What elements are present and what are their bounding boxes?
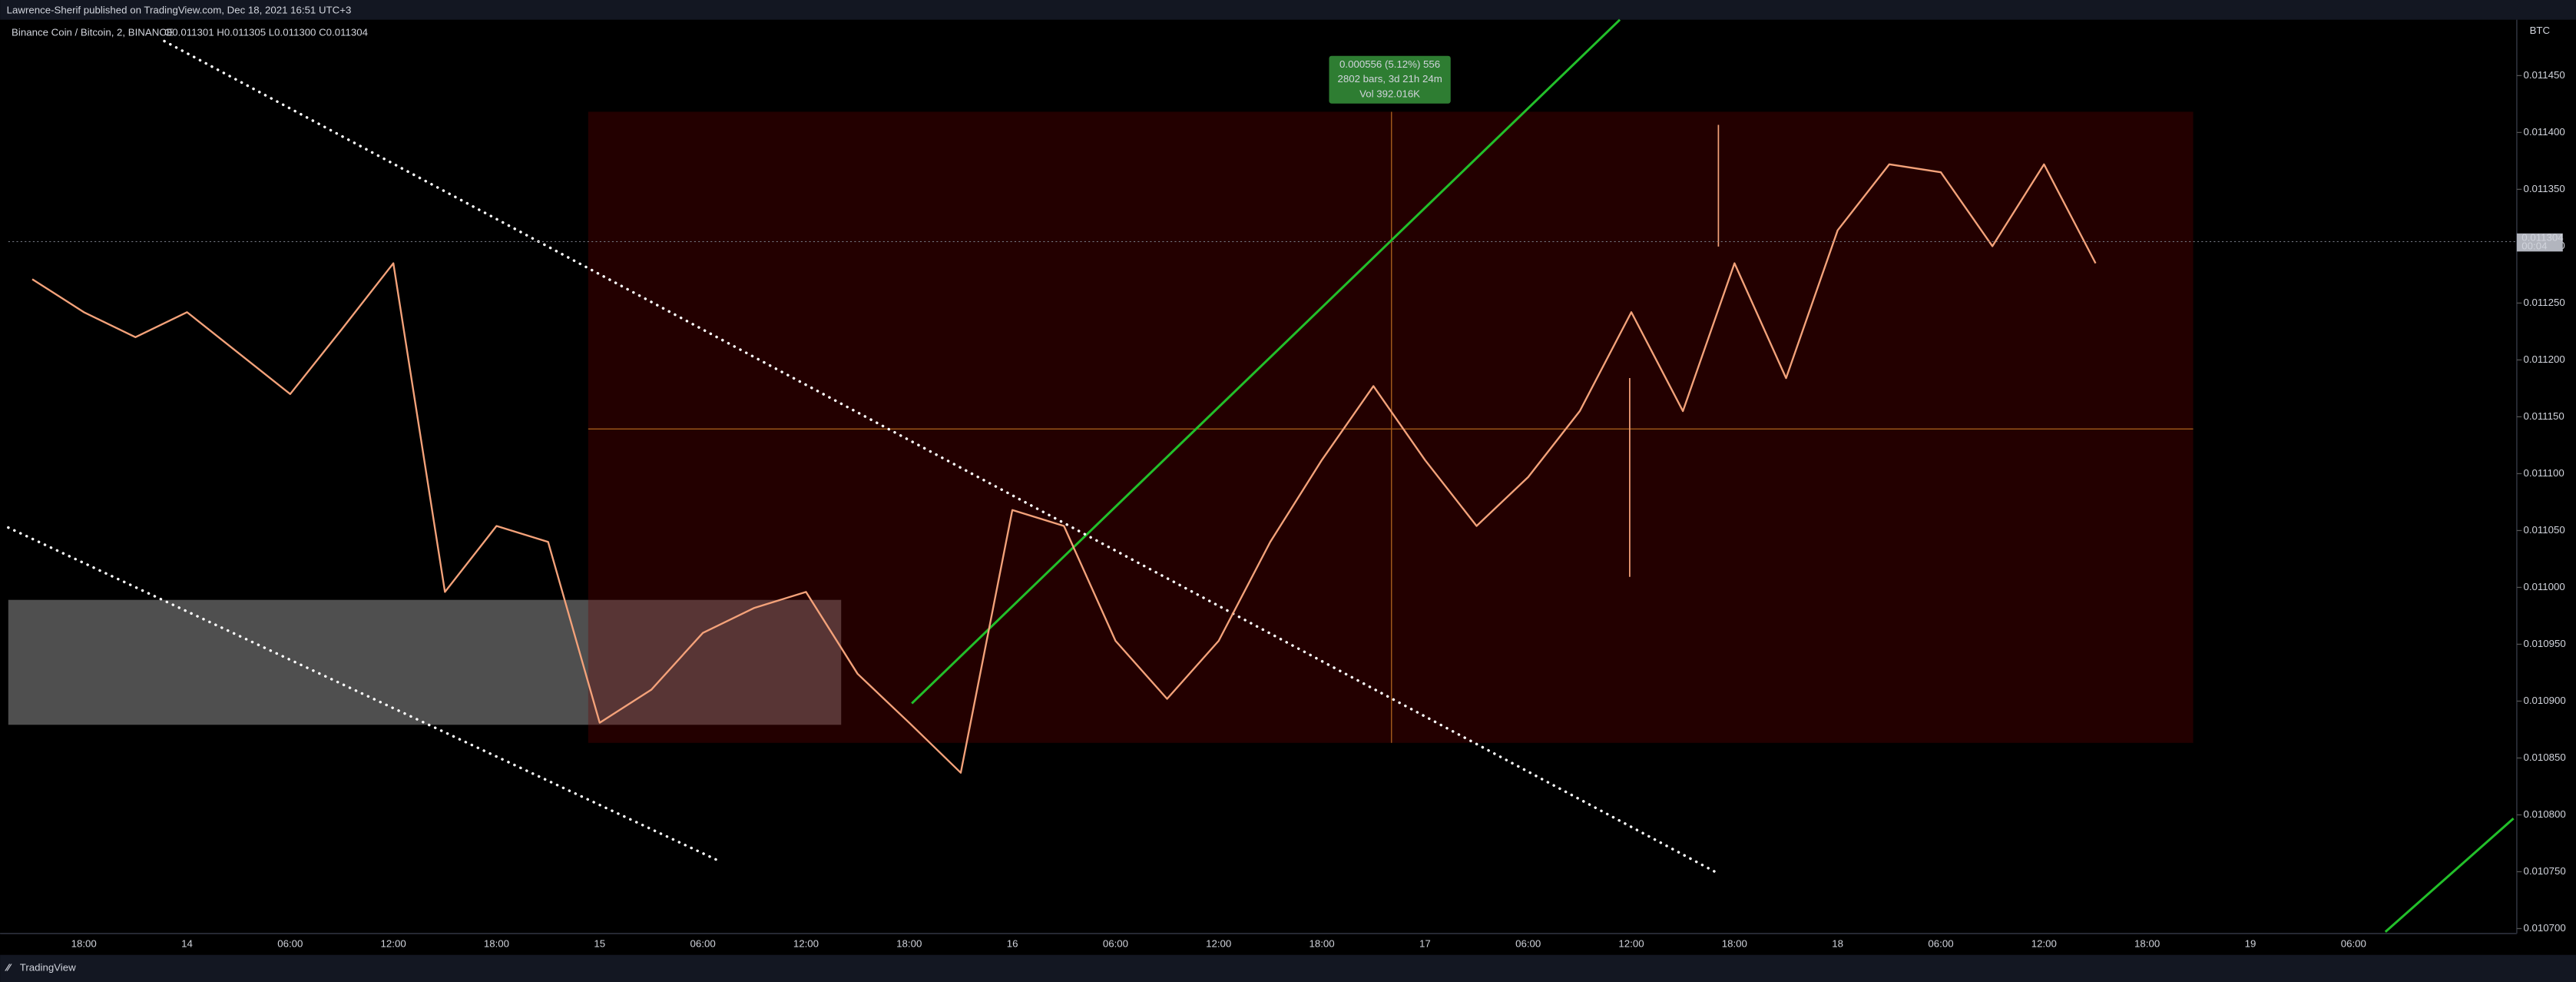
y-tick-label: 0.011100 <box>2523 467 2564 479</box>
x-tick-label: 06:00 <box>2341 937 2366 949</box>
x-tick-label: 12:00 <box>1206 937 1231 949</box>
countdown: 00:04 <box>2521 240 2547 251</box>
x-tick-label: 18:00 <box>71 937 97 949</box>
x-tick-label: 06:00 <box>690 937 716 949</box>
x-tick-label: 18:00 <box>484 937 509 949</box>
symbol: Binance Coin / Bitcoin, 2, BINANCE <box>12 26 174 38</box>
footer: TradingView <box>20 961 76 973</box>
y-tick-label: 0.011450 <box>2523 69 2564 81</box>
x-tick-label: 15 <box>594 937 605 949</box>
x-tick-label: 19 <box>2245 937 2256 949</box>
logo: ⁄⁄ <box>5 961 12 973</box>
x-tick-label: 12:00 <box>2031 937 2057 949</box>
measure-text: 0.000556 (5.12%) 556 <box>1339 58 1440 70</box>
trend-line <box>2384 818 2515 933</box>
x-tick-label: 18:00 <box>1309 937 1334 949</box>
y-tick-label: 0.011350 <box>2523 183 2564 194</box>
x-tick-label: 14 <box>181 937 193 949</box>
y-tick-label: 0.010800 <box>2523 808 2565 820</box>
x-tick-label: 18:00 <box>1722 937 1747 949</box>
x-tick-label: 12:00 <box>793 937 819 949</box>
y-tick-label: 0.010950 <box>2523 638 2565 649</box>
x-tick-label: 18:00 <box>896 937 922 949</box>
x-tick-label: 12:00 <box>1618 937 1644 949</box>
y-tick-label: 0.010750 <box>2523 865 2565 877</box>
last-price-label: 0.011304 <box>2521 232 2563 244</box>
footer-bar <box>0 954 2576 982</box>
x-tick-label: 06:00 <box>1515 937 1541 949</box>
price-line <box>31 163 2097 774</box>
trend-line <box>911 18 1621 705</box>
y-tick-label: 0.011000 <box>2523 581 2564 592</box>
x-tick-label: 12:00 <box>381 937 406 949</box>
y-tick-label: 0.011400 <box>2523 126 2564 138</box>
measure-text: 2802 bars, 3d 21h 24m <box>1337 73 1442 85</box>
last-price-box <box>2516 233 2563 252</box>
x-tick-label: 06:00 <box>277 937 303 949</box>
top-bar <box>0 0 2576 20</box>
y-tick-label: 0.011050 <box>2523 524 2564 536</box>
y-tick-label: 0.011250 <box>2523 297 2564 308</box>
x-tick-label: 18:00 <box>2134 937 2160 949</box>
x-tick-label: 16 <box>1007 937 1018 949</box>
x-tick-label: 06:00 <box>1103 937 1128 949</box>
ohlc: O0.011301 H0.011305 L0.011300 C0.011304 <box>164 26 368 38</box>
x-tick-label: 06:00 <box>1928 937 1953 949</box>
gray-zone <box>8 599 842 725</box>
y-tick-label: 0.011200 <box>2523 353 2564 365</box>
y-tick-label: 0.010700 <box>2523 922 2565 934</box>
measure-text: Vol 392.016K <box>1359 88 1420 99</box>
plot <box>31 163 2097 774</box>
dotted-line <box>163 39 1718 874</box>
publish-line: Lawrence-Sherif published on TradingView… <box>7 4 352 15</box>
y-tick-label: 0.011150 <box>2523 410 2564 422</box>
measure-zone <box>588 111 2194 743</box>
measure-box <box>1329 55 1451 104</box>
currency: BTC <box>2530 25 2551 36</box>
dotted-line <box>7 526 721 863</box>
y-tick-label: 0.010850 <box>2523 751 2565 763</box>
x-tick-label: 17 <box>1419 937 1431 949</box>
y-tick-label: 0.010900 <box>2523 695 2565 706</box>
x-tick-label: 18 <box>1832 937 1843 949</box>
